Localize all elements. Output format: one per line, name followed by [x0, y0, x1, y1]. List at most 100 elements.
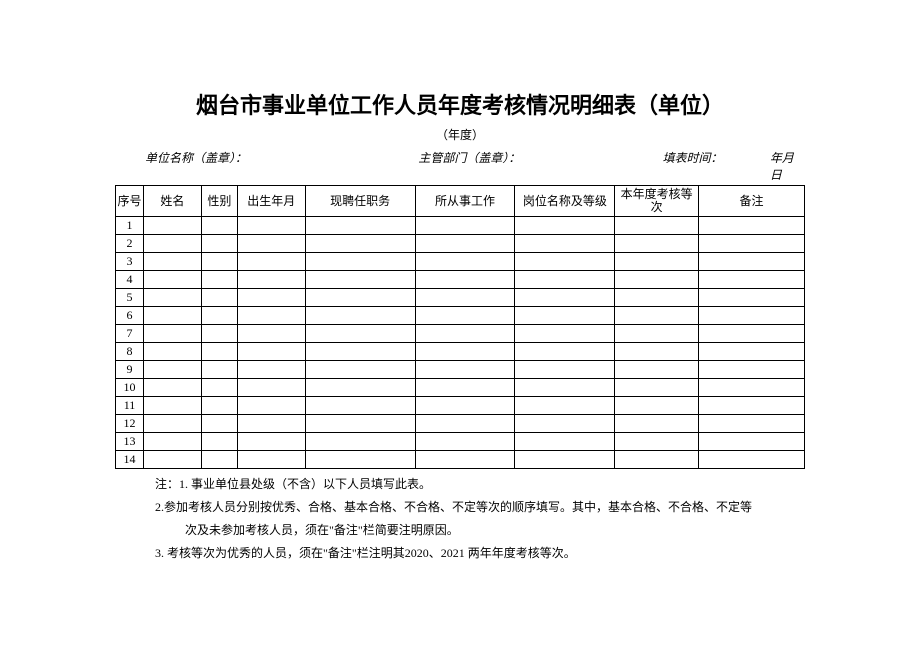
- cell-empty: [305, 343, 415, 361]
- cell-empty: [201, 397, 237, 415]
- cell-empty: [615, 235, 699, 253]
- cell-empty: [305, 217, 415, 235]
- table-row: 4: [116, 271, 805, 289]
- cell-empty: [699, 253, 805, 271]
- cell-empty: [305, 415, 415, 433]
- cell-empty: [515, 451, 615, 469]
- assessment-table: 序号 姓名 性别 出生年月 现聘任职务 所从事工作 岗位名称及等级 本年度考核等…: [115, 185, 805, 469]
- cell-empty: [201, 253, 237, 271]
- cell-empty: [201, 307, 237, 325]
- document-page: 烟台市事业单位工作人员年度考核情况明细表（单位） （年度） 单位名称（盖章）： …: [0, 0, 920, 565]
- cell-seq: 8: [116, 343, 144, 361]
- table-row: 7: [116, 325, 805, 343]
- cell-seq: 1: [116, 217, 144, 235]
- cell-empty: [237, 289, 305, 307]
- cell-empty: [415, 271, 515, 289]
- cell-empty: [515, 253, 615, 271]
- table-row: 11: [116, 397, 805, 415]
- cell-empty: [415, 217, 515, 235]
- cell-empty: [201, 325, 237, 343]
- cell-empty: [143, 415, 201, 433]
- cell-empty: [201, 271, 237, 289]
- cell-empty: [305, 253, 415, 271]
- notes-section: 注：1. 事业单位县处级（不含）以下人员填写此表。 2.参加考核人员分别按优秀、…: [115, 473, 805, 564]
- cell-empty: [699, 289, 805, 307]
- cell-empty: [143, 289, 201, 307]
- cell-empty: [699, 361, 805, 379]
- cell-empty: [515, 397, 615, 415]
- dept-label: 主管部门（盖章）：: [418, 149, 662, 183]
- cell-empty: [237, 217, 305, 235]
- cell-empty: [699, 307, 805, 325]
- cell-empty: [615, 271, 699, 289]
- table-row: 14: [116, 451, 805, 469]
- cell-empty: [515, 343, 615, 361]
- cell-seq: 11: [116, 397, 144, 415]
- cell-seq: 2: [116, 235, 144, 253]
- table-row: 5: [116, 289, 805, 307]
- cell-empty: [515, 415, 615, 433]
- cell-empty: [201, 361, 237, 379]
- cell-empty: [143, 361, 201, 379]
- cell-empty: [515, 217, 615, 235]
- table-header-row: 序号 姓名 性别 出生年月 现聘任职务 所从事工作 岗位名称及等级 本年度考核等…: [116, 186, 805, 217]
- cell-empty: [237, 253, 305, 271]
- cell-empty: [201, 235, 237, 253]
- cell-seq: 3: [116, 253, 144, 271]
- cell-empty: [515, 433, 615, 451]
- col-header-grade: 本年度考核等次: [615, 186, 699, 217]
- cell-empty: [415, 433, 515, 451]
- cell-empty: [699, 415, 805, 433]
- cell-empty: [415, 325, 515, 343]
- unit-name-label: 单位名称（盖章）：: [145, 149, 418, 183]
- cell-seq: 6: [116, 307, 144, 325]
- col-header-name: 姓名: [143, 186, 201, 217]
- col-header-seq: 序号: [116, 186, 144, 217]
- cell-empty: [699, 379, 805, 397]
- col-header-work: 所从事工作: [415, 186, 515, 217]
- cell-empty: [143, 451, 201, 469]
- cell-empty: [415, 397, 515, 415]
- cell-empty: [237, 433, 305, 451]
- cell-empty: [515, 271, 615, 289]
- cell-empty: [237, 343, 305, 361]
- cell-empty: [143, 433, 201, 451]
- cell-empty: [237, 397, 305, 415]
- cell-empty: [615, 415, 699, 433]
- cell-empty: [515, 379, 615, 397]
- cell-empty: [201, 379, 237, 397]
- cell-empty: [201, 343, 237, 361]
- cell-empty: [415, 379, 515, 397]
- cell-empty: [615, 433, 699, 451]
- cell-empty: [615, 361, 699, 379]
- cell-seq: 12: [116, 415, 144, 433]
- table-row: 9: [116, 361, 805, 379]
- cell-empty: [143, 397, 201, 415]
- cell-empty: [305, 325, 415, 343]
- cell-empty: [201, 451, 237, 469]
- col-header-remark: 备注: [699, 186, 805, 217]
- cell-empty: [237, 379, 305, 397]
- cell-empty: [415, 415, 515, 433]
- table-row: 8: [116, 343, 805, 361]
- cell-empty: [615, 289, 699, 307]
- cell-empty: [305, 361, 415, 379]
- cell-empty: [143, 325, 201, 343]
- cell-seq: 13: [116, 433, 144, 451]
- cell-empty: [305, 235, 415, 253]
- document-subtitle: （年度）: [115, 126, 805, 143]
- form-header-row: 单位名称（盖章）： 主管部门（盖章）： 填表时间： 年月日: [115, 149, 805, 183]
- cell-empty: [515, 235, 615, 253]
- cell-empty: [699, 271, 805, 289]
- cell-empty: [237, 415, 305, 433]
- cell-empty: [415, 253, 515, 271]
- fill-time-label: 填表时间：: [662, 149, 769, 183]
- cell-empty: [699, 451, 805, 469]
- fill-date-placeholder: 年月日: [770, 149, 805, 183]
- cell-empty: [615, 307, 699, 325]
- cell-empty: [615, 253, 699, 271]
- cell-seq: 4: [116, 271, 144, 289]
- col-header-position: 现聘任职务: [305, 186, 415, 217]
- cell-empty: [305, 451, 415, 469]
- cell-empty: [305, 397, 415, 415]
